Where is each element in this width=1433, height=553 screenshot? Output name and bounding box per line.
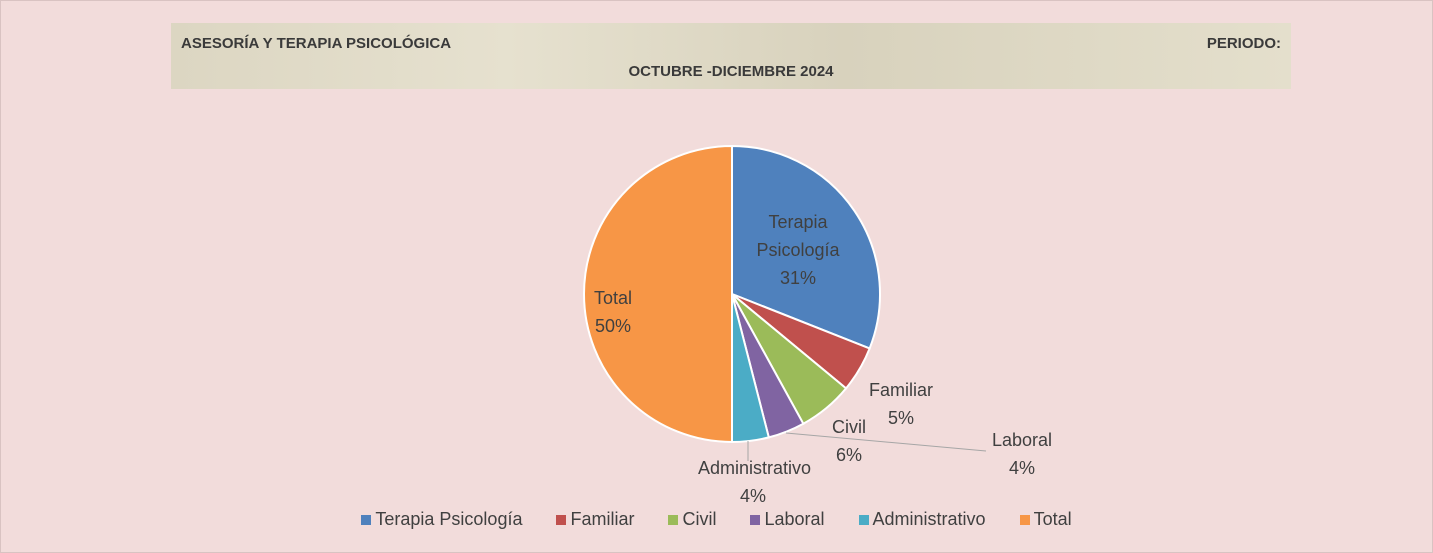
legend-label: Familiar xyxy=(570,509,635,529)
data-label: Total 50% xyxy=(558,284,668,340)
subtitle: OCTUBRE -DICIEMBRE 2024 xyxy=(628,63,834,80)
legend: Terapia Psicología Familiar Civil Laboral Ad… xyxy=(1,509,1432,530)
data-label-name: Terapia Psicología xyxy=(756,212,840,260)
legend-item: Administrativo xyxy=(858,509,986,530)
data-label-name: Civil xyxy=(832,417,866,437)
data-label-value: 31% xyxy=(779,268,817,288)
legend-item: Civil xyxy=(668,509,716,530)
legend-swatch xyxy=(750,514,761,525)
legend-swatch xyxy=(556,514,567,525)
legend-item: Total xyxy=(1019,509,1072,530)
data-label-name: Laboral xyxy=(991,430,1053,450)
data-label-name: Total xyxy=(593,288,633,308)
pie-slice xyxy=(583,144,733,444)
legend-label: Laboral xyxy=(764,509,825,529)
data-label: Terapia Psicología 31% xyxy=(743,208,853,292)
data-label-value: 6% xyxy=(835,445,862,465)
data-label-name: Administrativo xyxy=(698,458,812,478)
legend-swatch xyxy=(361,514,372,525)
data-label: Civil 6% xyxy=(794,413,904,469)
data-label: Laboral 4% xyxy=(967,426,1077,482)
legend-swatch xyxy=(1019,514,1030,525)
leader-line xyxy=(785,432,987,452)
data-label: Familiar 5% xyxy=(846,376,956,432)
legend-item: Laboral xyxy=(750,509,825,530)
legend-label: Total xyxy=(1033,509,1072,529)
legend-swatch xyxy=(668,514,679,525)
pie-slice xyxy=(731,144,881,350)
header: ASESORÍA Y TERAPIA PSICOLÓGICA PERIODO: … xyxy=(171,23,1291,89)
data-label-value: 50% xyxy=(594,316,632,336)
data-label: Administrativo 4% xyxy=(698,454,812,510)
legend-item: Familiar xyxy=(556,509,634,530)
data-label-name: Familiar xyxy=(868,380,933,400)
data-label-value: 4% xyxy=(739,486,766,506)
period-label: PERIODO: xyxy=(1206,35,1281,52)
data-label-value: 5% xyxy=(887,408,914,428)
legend-label: Terapia Psicología xyxy=(375,509,523,529)
legend-item: Terapia Psicología xyxy=(361,509,522,530)
legend-label: Administrativo xyxy=(872,509,986,529)
legend-swatch xyxy=(858,514,869,525)
chart-title: ASESORÍA Y TERAPIA PSICOLÓGICA xyxy=(181,35,452,52)
legend-label: Civil xyxy=(682,509,717,529)
data-label-value: 4% xyxy=(1008,458,1035,478)
